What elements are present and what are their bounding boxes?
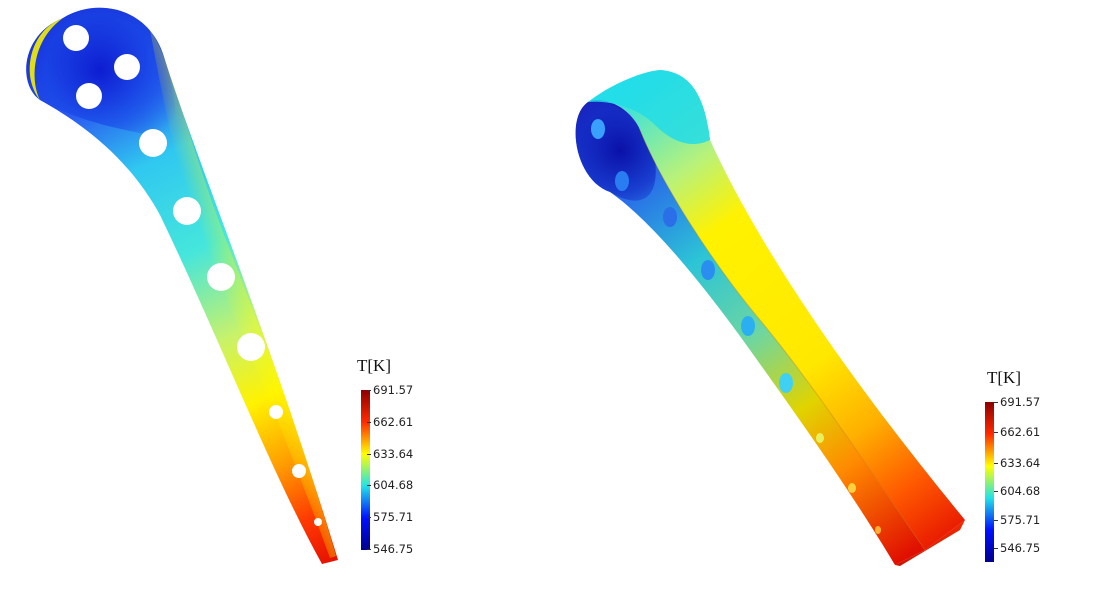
colorbar-tick-label: 546.75 xyxy=(1000,541,1041,555)
cooling-holes-3d xyxy=(591,119,881,534)
colorbar-tick-label: 691.57 xyxy=(373,383,414,397)
cooling-holes-2d xyxy=(63,25,322,526)
part-3d-top-face xyxy=(588,70,965,550)
cooling-hole xyxy=(63,25,89,51)
colorbar-tick xyxy=(367,485,371,486)
colorbar-tick xyxy=(367,390,371,391)
part-3d-contour xyxy=(575,70,965,566)
colorbar-tick xyxy=(994,432,998,433)
cooling-hole xyxy=(173,197,201,225)
cooling-hole xyxy=(701,260,715,280)
colorbar-tick xyxy=(994,548,998,549)
part-2d-body xyxy=(26,7,338,564)
colorbar-tick-label: 662.61 xyxy=(373,415,414,429)
cooling-hole xyxy=(816,433,824,443)
part-3d-edge-line xyxy=(639,129,926,551)
colorbar-tick xyxy=(994,463,998,464)
cooling-hole xyxy=(779,373,793,393)
cooling-hole xyxy=(76,83,102,109)
colorbar-tick-label: 662.61 xyxy=(1000,425,1041,439)
colorbar-tick-label: 691.57 xyxy=(1000,395,1041,409)
colorbar-tick xyxy=(994,491,998,492)
cooling-hole xyxy=(875,526,881,534)
colorbar xyxy=(985,402,994,562)
legend-title: T[K] xyxy=(987,368,1021,387)
colorbar-tick-label: 575.71 xyxy=(373,510,414,524)
colorbar-tick xyxy=(994,402,998,403)
cooling-hole xyxy=(139,129,167,157)
cooling-hole xyxy=(615,171,629,191)
colorbar-tick xyxy=(994,520,998,521)
cooling-hole xyxy=(114,54,140,80)
colorbar-tick-label: 604.68 xyxy=(373,478,414,492)
colorbar-tick-label: 604.68 xyxy=(1000,484,1041,498)
colorbar-tick xyxy=(367,422,371,423)
colorbar-tick-label: 633.64 xyxy=(373,447,414,461)
cooling-hole xyxy=(314,518,322,526)
cooling-hole xyxy=(741,316,755,336)
part-2d-hot-edge xyxy=(150,30,336,558)
legend-title: T[K] xyxy=(357,356,391,375)
cooling-hole xyxy=(269,405,283,419)
colorbar-tick xyxy=(367,454,371,455)
colorbar-tick-label: 633.64 xyxy=(1000,456,1041,470)
colorbar-tick-label: 575.71 xyxy=(1000,513,1041,527)
cooling-hole xyxy=(237,333,265,361)
cooling-hole xyxy=(207,263,235,291)
part-3d-head-rim xyxy=(588,70,710,145)
part-2d-left-edge xyxy=(29,18,63,100)
cooling-hole xyxy=(292,464,306,478)
cooling-hole xyxy=(848,483,856,493)
colorbar-tick xyxy=(367,517,371,518)
cooling-hole xyxy=(591,119,605,139)
colorbar-tick-label: 546.75 xyxy=(373,542,414,556)
cooling-hole xyxy=(663,207,677,227)
colorbar-tick xyxy=(367,549,371,550)
colorbar xyxy=(361,390,370,550)
part-2d-contour xyxy=(26,7,338,564)
